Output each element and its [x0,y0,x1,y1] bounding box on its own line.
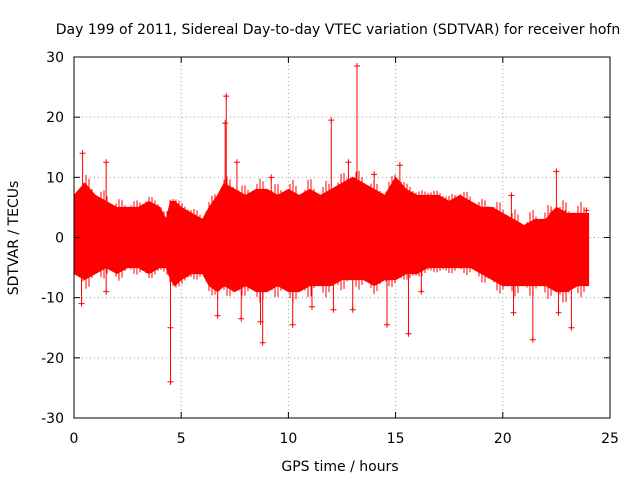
data-point [238,315,245,322]
data-point [78,300,85,307]
data-point [418,288,425,295]
x-tick-label: 0 [70,431,79,447]
y-tick-label: -30 [41,411,64,427]
data-point [167,324,174,331]
data-point [268,174,275,181]
x-tick-label: 20 [494,431,512,447]
data-point [259,339,266,346]
axis-ticks: -30 -20 -10 0 10 20 30 0 5 10 15 20 25 [41,50,619,447]
y-tick-label: -20 [41,351,64,367]
y-tick-label: 10 [46,170,64,186]
data-point [328,117,335,124]
data-point [555,309,562,316]
data-point [167,378,174,385]
data-point [103,159,110,166]
data-point [214,312,221,319]
data-point [371,171,378,178]
data-point [354,63,361,70]
data-point [223,93,230,100]
x-tick-label: 10 [279,431,297,447]
y-tick-label: -10 [41,291,64,307]
data-point [508,192,515,199]
y-tick-label: 0 [55,231,64,247]
data-point [510,309,517,316]
y-tick-label: 30 [46,50,64,66]
x-axis-label: GPS time / hours [281,459,398,475]
data-point [345,159,352,166]
data-point [529,336,536,343]
x-tick-label: 15 [387,431,405,447]
chart-title: Day 199 of 2011, Sidereal Day-to-day VTE… [56,22,620,38]
data-point [396,162,403,169]
data-point [330,306,337,313]
data-point [289,321,296,328]
data-point [553,168,560,175]
y-axis-label: SDTVAR / TECUs [6,181,22,296]
data-point [568,324,575,331]
data-point [349,306,356,313]
data-point [79,150,86,157]
data-point [405,330,412,337]
data-point [222,120,229,127]
data-point [103,288,110,295]
data-point [583,207,590,214]
data-point [561,210,568,217]
data-series [73,63,590,385]
x-tick-label: 25 [601,431,619,447]
data-point [384,321,391,328]
data-point [233,159,240,166]
data-point [549,210,556,217]
y-tick-label: 20 [46,110,64,126]
data-point [308,303,315,310]
data-point [257,318,264,325]
x-tick-label: 5 [177,431,186,447]
